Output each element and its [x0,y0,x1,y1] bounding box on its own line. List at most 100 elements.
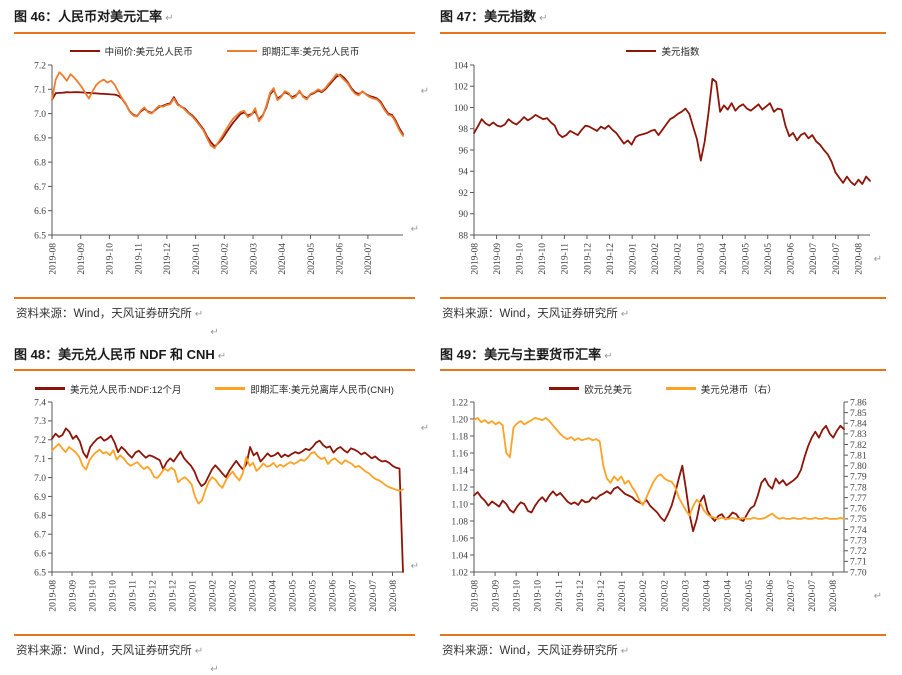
svg-text:2019-12: 2019-12 [576,580,586,612]
svg-text:2019-09: 2019-09 [491,580,501,612]
svg-text:6.6: 6.6 [34,549,46,559]
source-text: 资料来源：Wind，天风证券研究所 [442,305,618,321]
svg-text:2020-08: 2020-08 [854,242,864,274]
svg-text:7.70: 7.70 [850,568,867,578]
legend-label: 即期汇率:美元兑离岸人民币(CNH) [250,382,394,396]
svg-text:7.2: 7.2 [34,436,46,446]
svg-text:2019-10: 2019-10 [534,580,544,612]
svg-text:2020-05: 2020-05 [764,242,774,274]
svg-text:6.7: 6.7 [34,531,46,541]
svg-text:2020-03: 2020-03 [249,580,259,612]
svg-text:2020-05: 2020-05 [741,242,751,274]
svg-text:7.76: 7.76 [850,505,867,515]
svg-text:2019-09: 2019-09 [493,242,503,274]
svg-text:2020-06: 2020-06 [766,580,776,612]
paragraph-mark-icon: ↵ [621,309,629,320]
svg-text:7.75: 7.75 [850,515,867,525]
legend-item: 即期汇率:美元兑人民币 [227,44,360,58]
paragraph-mark-icon: ↵ [195,646,203,657]
svg-text:2020-07: 2020-07 [832,242,842,274]
svg-text:1.10: 1.10 [451,500,468,510]
svg-text:2020-05: 2020-05 [309,580,319,612]
legend-label: 美元指数 [661,44,699,58]
figure-49-legend: 欧元兑美元 美元兑港币（右） [440,381,886,396]
svg-text:1.02: 1.02 [451,568,468,578]
svg-text:2020-07: 2020-07 [364,242,374,274]
svg-text:6.7: 6.7 [34,182,46,192]
svg-text:2019-12: 2019-12 [168,580,178,612]
figure-47-source: 资料来源：Wind，天风证券研究所 ↵ [440,297,886,321]
svg-text:1.16: 1.16 [451,449,468,459]
svg-text:2019-08: 2019-08 [470,242,480,274]
svg-text:7.3: 7.3 [34,417,46,427]
svg-text:1.06: 1.06 [451,534,468,544]
svg-text:102: 102 [454,82,469,92]
svg-text:7.0: 7.0 [34,109,46,119]
svg-text:2019-11: 2019-11 [128,580,138,612]
figure-49-source: 资料来源：Wind，天风证券研究所 ↵ [440,634,886,658]
svg-text:2019-10: 2019-10 [513,580,523,612]
svg-text:2019-08: 2019-08 [48,580,58,612]
svg-text:96: 96 [459,146,469,156]
figure-46-source: 资料来源：Wind，天风证券研究所 ↵ [14,297,415,321]
svg-text:90: 90 [459,210,469,220]
legend-item: 美元指数 [626,44,699,58]
figure-49-title: 图 49：美元与主要货币汇率 ↵ [440,344,886,372]
svg-text:7.74: 7.74 [850,526,867,536]
svg-text:2020-06: 2020-06 [787,242,797,274]
paragraph-mark-icon: ↵ [195,309,203,320]
svg-text:2019-12: 2019-12 [163,242,173,274]
legend-label: 美元兑人民币:NDF:12个月 [70,382,181,396]
svg-text:2020-08: 2020-08 [389,580,399,612]
legend-label: 欧元兑美元 [584,382,632,396]
svg-text:2020-03: 2020-03 [681,580,691,612]
paragraph-mark-icon: ↵ [421,423,429,434]
figure-46-legend: 中间价:美元兑人民币即期汇率:美元兑人民币 [14,44,415,59]
svg-text:2020-06: 2020-06 [336,242,346,274]
legend-line-swatch [35,387,65,390]
svg-text:2020-04: 2020-04 [703,580,713,612]
svg-text:6.8: 6.8 [34,158,46,168]
svg-text:100: 100 [454,103,469,113]
svg-text:2020-07: 2020-07 [369,580,379,612]
svg-text:2020-02: 2020-02 [674,242,684,274]
figure-48-source: 资料来源：Wind，天风证券研究所 ↵ [14,634,415,658]
svg-text:2020-02: 2020-02 [651,242,661,274]
svg-text:2020-06: 2020-06 [329,580,339,612]
svg-text:2019-10: 2019-10 [538,242,548,274]
svg-text:2019-10: 2019-10 [516,242,526,274]
svg-text:2020-02: 2020-02 [660,580,670,612]
svg-text:2019-11: 2019-11 [134,242,144,274]
svg-text:7.1: 7.1 [34,85,46,95]
paragraph-mark-icon: ↵ [421,86,429,97]
figure-46-title: 图 46：人民币对美元汇率 ↵ [14,6,415,34]
figure-title-text: 图 48：美元兑人民币 NDF 和 CNH [14,347,215,363]
legend-item: 美元兑港币（右） [666,382,777,396]
svg-text:2020-02: 2020-02 [229,580,239,612]
svg-text:2020-04: 2020-04 [278,242,288,274]
svg-text:1.22: 1.22 [451,398,468,408]
svg-text:1.18: 1.18 [451,432,468,442]
svg-text:2019-09: 2019-09 [68,580,78,612]
figure-47-title: 图 47：美元指数 ↵ [440,6,886,34]
paragraph-mark-icon: ↵ [874,591,882,602]
legend-item: 美元兑人民币:NDF:12个月 [35,382,181,396]
figure-title-text: 图 46：人民币对美元汇率 [14,9,162,25]
svg-text:2020-07: 2020-07 [809,242,819,274]
svg-text:2020-02: 2020-02 [209,580,219,612]
svg-text:2020-05: 2020-05 [289,580,299,612]
svg-text:2019-10: 2019-10 [106,242,116,274]
paragraph-mark-icon: ↵ [874,254,882,265]
svg-text:2019-12: 2019-12 [148,580,158,612]
svg-text:2020-04: 2020-04 [269,580,279,612]
legend-label: 美元兑港币（右） [701,382,777,396]
svg-text:2020-07: 2020-07 [808,580,818,612]
svg-text:2020-07: 2020-07 [787,580,797,612]
legend-line-swatch [626,50,656,53]
svg-text:2020-01: 2020-01 [189,580,199,612]
paragraph-mark-icon: ↵ [604,351,612,364]
figure-47-legend: 美元指数 [440,44,886,59]
